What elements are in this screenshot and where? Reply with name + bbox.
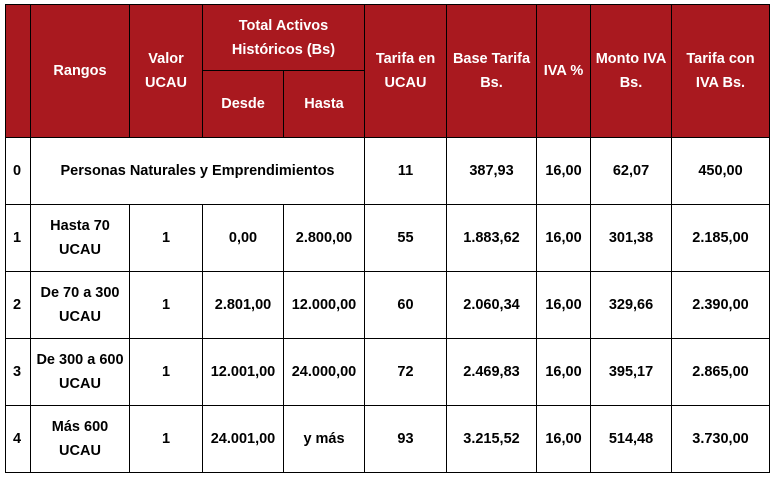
row-valor-ucau: 1 [129,271,203,339]
row-rango: Personas Naturales y Emprendimientos [30,137,365,205]
row-monto-iva: 301,38 [590,204,672,272]
row-base-tarifa: 1.883,62 [446,204,537,272]
table-row: 4 Más 600 UCAU 1 24.001,00 y más 93 3.21… [5,405,770,473]
row-iva-pct: 16,00 [536,137,591,205]
table-row: 2 De 70 a 300 UCAU 1 2.801,00 12.000,00 … [5,271,770,339]
row-valor-ucau: 1 [129,405,203,473]
row-index: 1 [5,204,31,272]
row-rango: De 300 a 600 UCAU [30,338,130,406]
row-monto-iva: 395,17 [590,338,672,406]
header-hasta: Hasta [283,70,365,138]
header-valor-ucau: Valor UCAU [129,4,203,138]
header-monto-iva: Monto IVA Bs. [590,4,672,138]
header-iva-pct: IVA % [536,4,591,138]
row-monto-iva: 62,07 [590,137,672,205]
header-total-activos: Total Activos Históricos (Bs) [202,4,365,71]
row-iva-pct: 16,00 [536,338,591,406]
row-valor-ucau: 1 [129,204,203,272]
header-rangos: Rangos [30,4,130,138]
row-desde: 24.001,00 [202,405,284,473]
row-index: 2 [5,271,31,339]
row-base-tarifa: 387,93 [446,137,537,205]
header-base-tarifa: Base Tarifa Bs. [446,4,537,138]
row-iva-pct: 16,00 [536,271,591,339]
header-desde: Desde [202,70,284,138]
header-row-bottom: Desde Hasta [6,70,770,138]
row-tarifa-ucau: 72 [364,338,447,406]
row-index: 3 [5,338,31,406]
row-desde: 12.001,00 [202,338,284,406]
row-tarifa-ucau: 11 [364,137,447,205]
row-hasta: 12.000,00 [283,271,365,339]
row-hasta: 24.000,00 [283,338,365,406]
row-base-tarifa: 3.215,52 [446,405,537,473]
row-valor-ucau: 1 [129,338,203,406]
header-index-cell [5,4,31,138]
row-tarifa-con-iva: 3.730,00 [671,405,770,473]
row-rango: Más 600 UCAU [30,405,130,473]
row-desde: 2.801,00 [202,271,284,339]
row-tarifa-con-iva: 2.390,00 [671,271,770,339]
row-iva-pct: 16,00 [536,204,591,272]
tarifa-table: Rangos Valor UCAU Total Activos Históric… [5,4,770,473]
table-row: 0 Personas Naturales y Emprendimientos 1… [5,137,770,205]
row-tarifa-ucau: 93 [364,405,447,473]
row-desde: 0,00 [202,204,284,272]
row-index: 4 [5,405,31,473]
header-tarifa-ucau: Tarifa en UCAU [364,4,447,138]
row-monto-iva: 514,48 [590,405,672,473]
row-hasta: 2.800,00 [283,204,365,272]
table-row: 1 Hasta 70 UCAU 1 0,00 2.800,00 55 1.883… [5,204,770,272]
row-tarifa-con-iva: 450,00 [671,137,770,205]
header-tarifa-con-iva: Tarifa con IVA Bs. [671,4,770,138]
row-base-tarifa: 2.060,34 [446,271,537,339]
row-base-tarifa: 2.469,83 [446,338,537,406]
header-row-top: Rangos Valor UCAU Total Activos Históric… [5,4,770,138]
row-rango: Hasta 70 UCAU [30,204,130,272]
row-iva-pct: 16,00 [536,405,591,473]
row-monto-iva: 329,66 [590,271,672,339]
row-tarifa-ucau: 55 [364,204,447,272]
row-tarifa-ucau: 60 [364,271,447,339]
row-index: 0 [5,137,31,205]
table-row: 3 De 300 a 600 UCAU 1 12.001,00 24.000,0… [5,338,770,406]
row-rango: De 70 a 300 UCAU [30,271,130,339]
row-hasta: y más [283,405,365,473]
row-tarifa-con-iva: 2.185,00 [671,204,770,272]
row-tarifa-con-iva: 2.865,00 [671,338,770,406]
